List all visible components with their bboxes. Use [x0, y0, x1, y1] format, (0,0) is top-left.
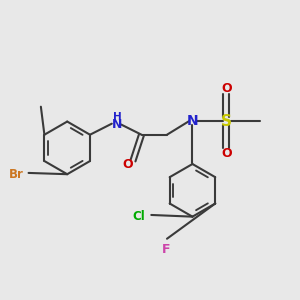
Text: S: S	[221, 114, 232, 129]
Text: O: O	[221, 82, 232, 95]
Text: O: O	[221, 147, 232, 160]
Text: O: O	[123, 158, 133, 170]
Text: Cl: Cl	[132, 210, 145, 223]
Text: Br: Br	[9, 168, 23, 181]
Text: N: N	[187, 114, 198, 128]
Text: N: N	[112, 118, 122, 131]
Text: H: H	[112, 112, 121, 122]
Text: F: F	[162, 243, 170, 256]
